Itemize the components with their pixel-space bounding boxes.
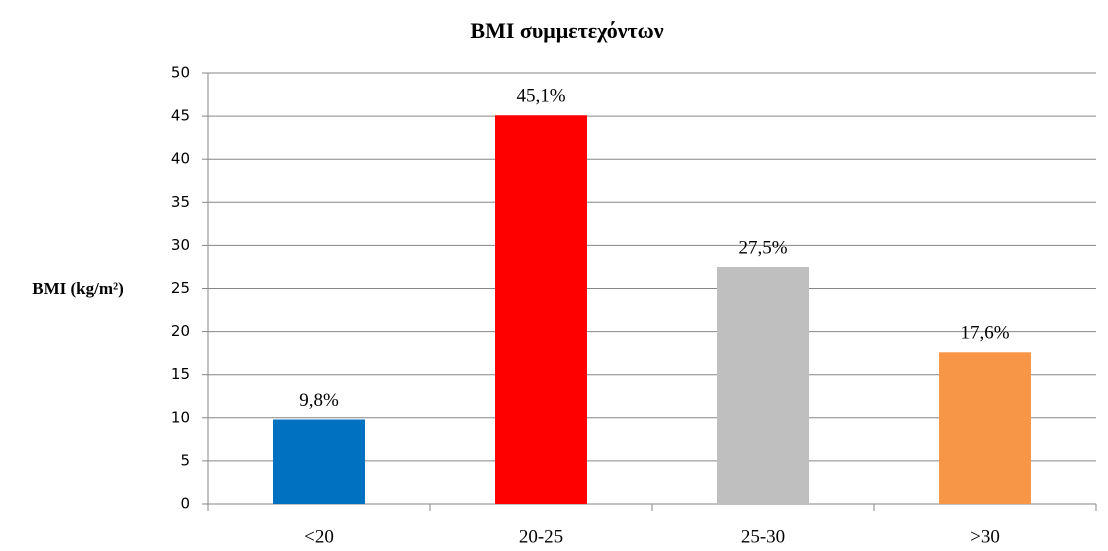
y-tick-label: 50 [171, 64, 190, 82]
chart-title: BMI συμμετεχόντων [470, 18, 663, 43]
y-tick-label: 40 [171, 150, 190, 168]
x-tick-label: <20 [304, 526, 334, 547]
y-tick-label: 30 [171, 236, 190, 254]
bar [717, 266, 809, 504]
y-tick-label: 5 [180, 451, 190, 469]
value-label: 9,8% [299, 390, 339, 411]
x-tick-label: 20-25 [519, 526, 563, 547]
y-tick-label: 35 [171, 193, 190, 211]
y-axis-label: BMI (kg/m²) [32, 279, 124, 298]
value-label: 17,6% [960, 323, 1009, 344]
y-tick-label: 10 [171, 408, 190, 426]
bar [939, 352, 1031, 504]
y-tick-label: 15 [171, 365, 190, 383]
x-tick-label: 25-30 [741, 526, 785, 547]
y-tick-label: 25 [171, 279, 190, 297]
y-tick-label: 45 [171, 107, 190, 125]
y-tick-label: 20 [171, 322, 190, 340]
value-label: 45,1% [516, 86, 565, 107]
bar [273, 419, 365, 504]
y-tick-label: 0 [180, 495, 190, 513]
x-tick-label: >30 [970, 526, 1000, 547]
bar [495, 115, 587, 504]
value-label: 27,5% [738, 237, 787, 258]
